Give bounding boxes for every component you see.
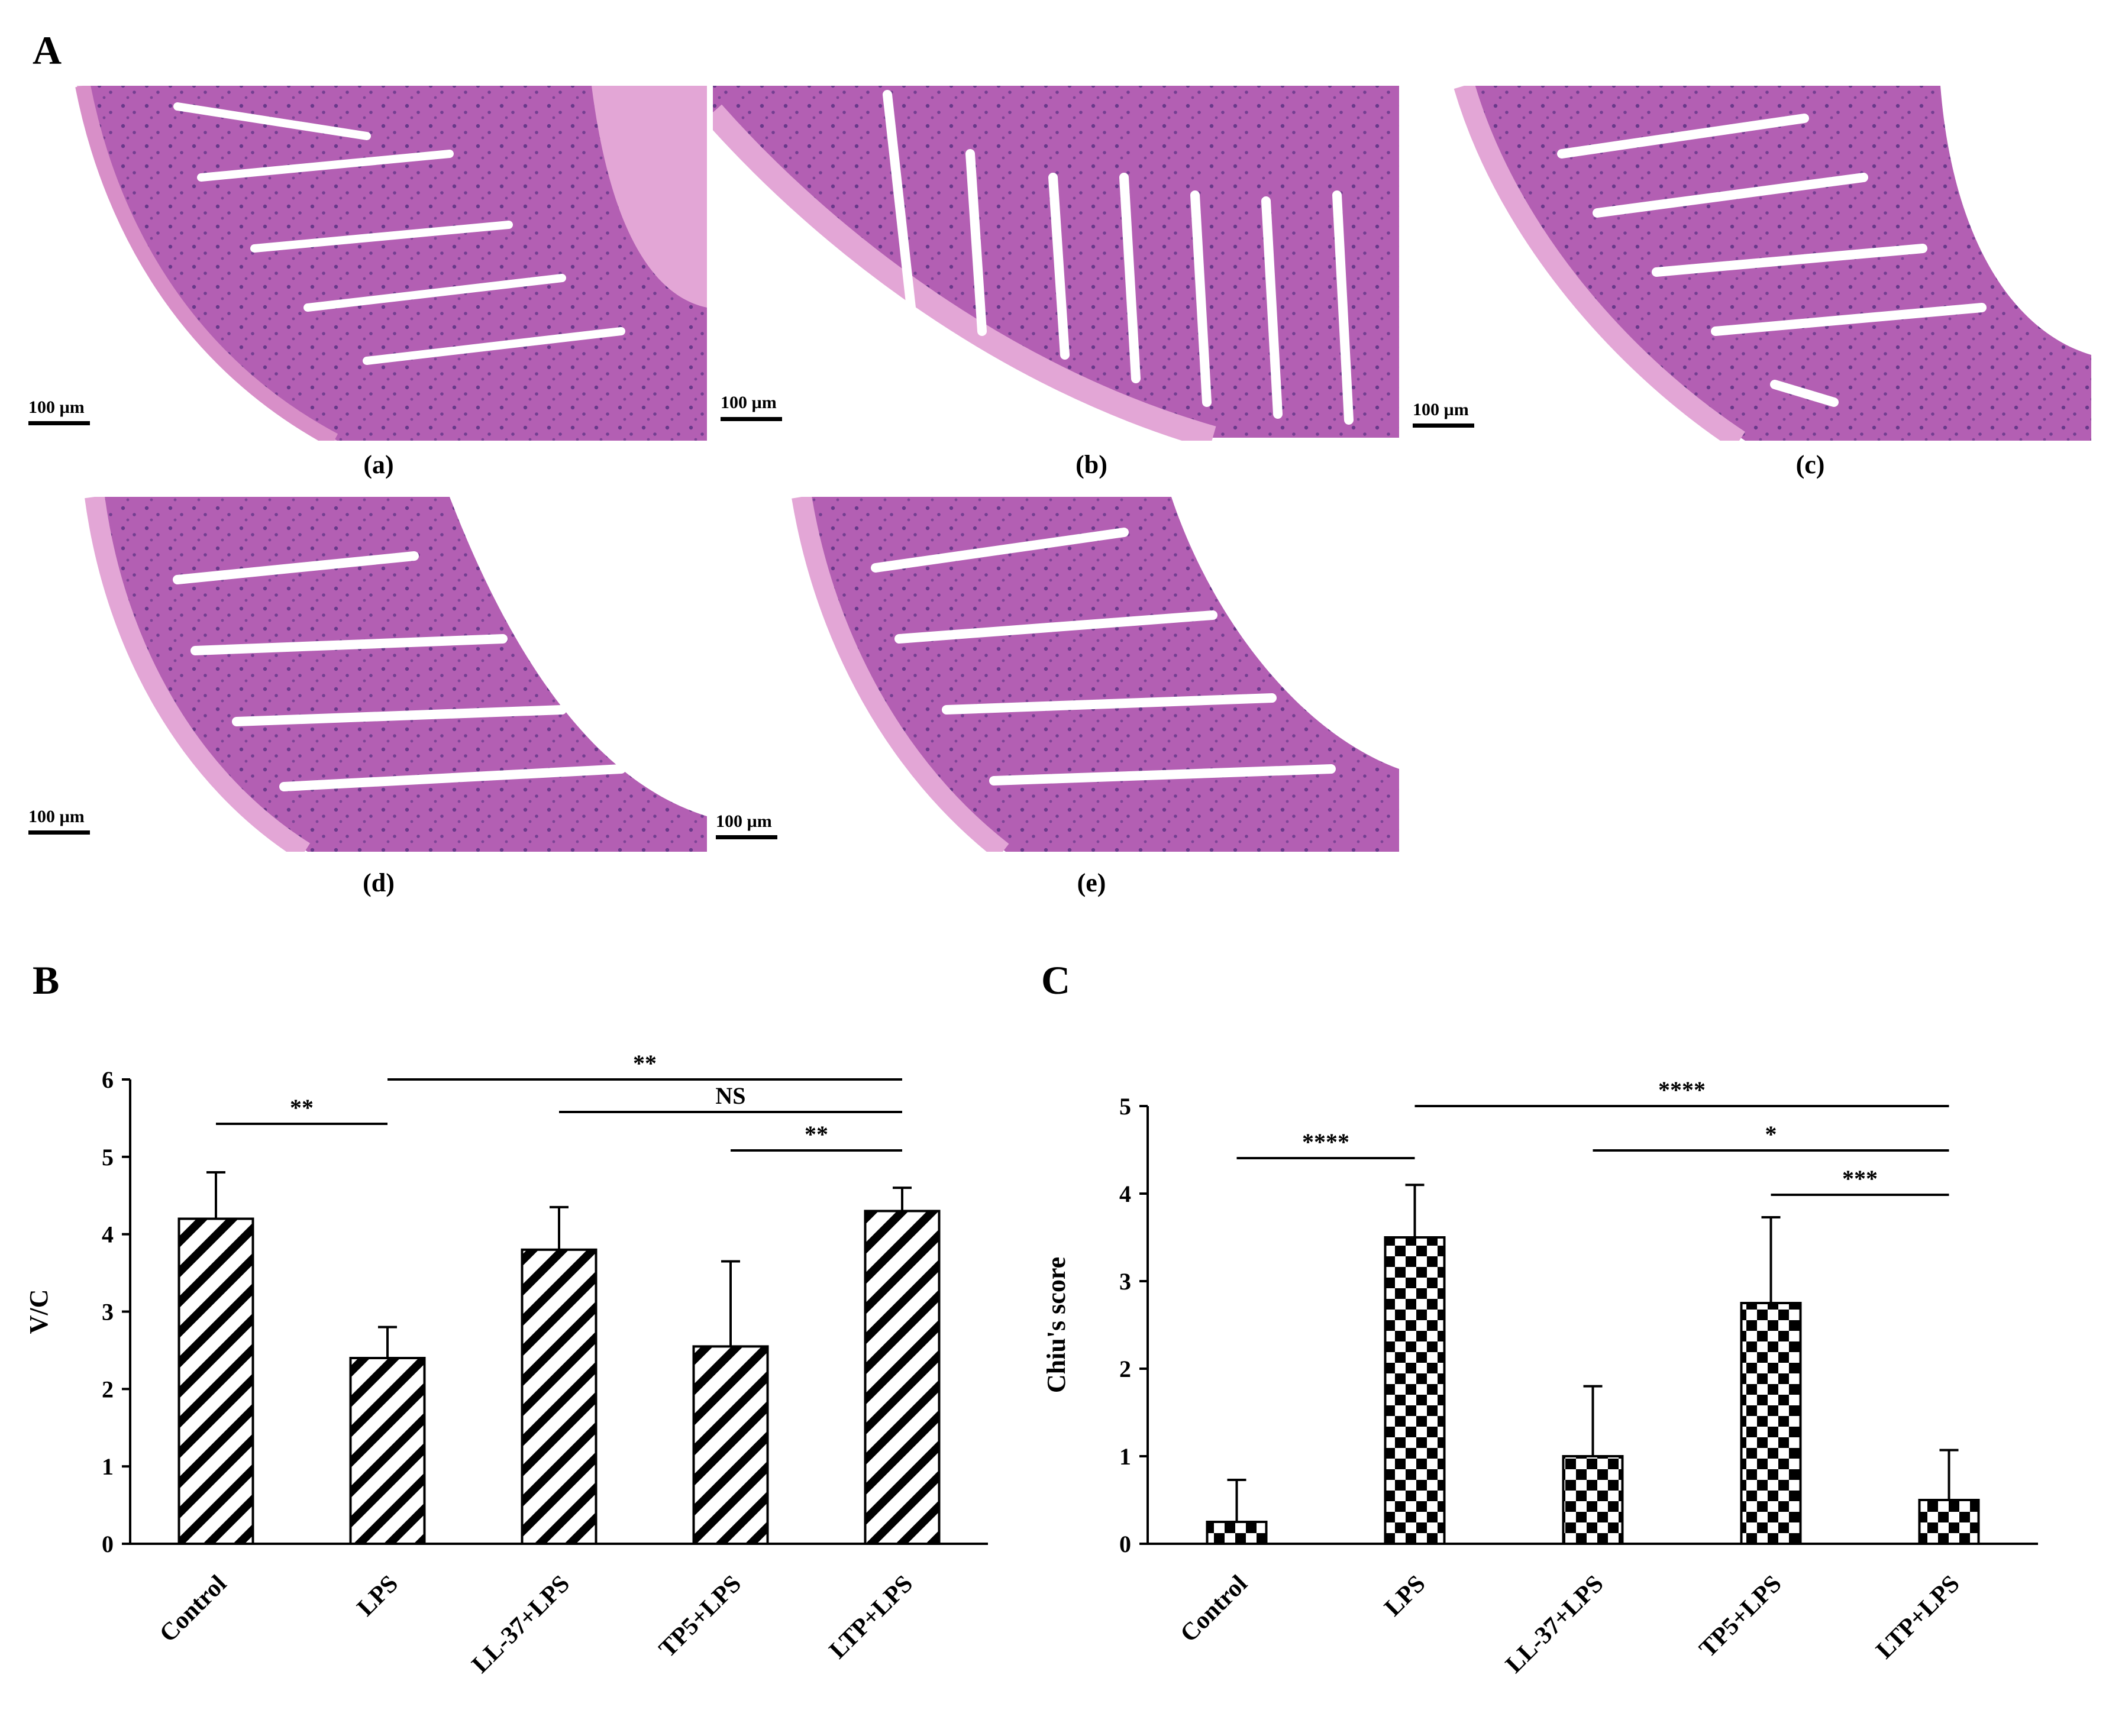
- bar-3: [1740, 1302, 1802, 1545]
- micrograph-c-caption: (c): [1796, 450, 1825, 479]
- bar-1: [349, 1357, 426, 1545]
- y-axis-label: Chiu's score: [1042, 1257, 1071, 1393]
- category-label-2: LL-37+LPS: [1500, 1570, 1609, 1679]
- y-tick-label: 2: [102, 1376, 114, 1402]
- y-axis-label: V/C: [24, 1289, 53, 1334]
- micrograph-b: [713, 86, 1399, 441]
- scale-bar-b: 100 µm: [721, 393, 782, 421]
- significance-label-1: ****: [1658, 1076, 1706, 1103]
- chart-b: 0 1 2 3 4 5 6 V/C Control LPS LL-37+LPS TP5+LPS LTP+…: [24, 1050, 988, 1679]
- y-tick-label: 1: [102, 1453, 114, 1480]
- bar-0: [177, 1217, 254, 1545]
- y-tick-label: 5: [102, 1144, 114, 1171]
- micrograph-a-caption: (a): [363, 450, 393, 479]
- scale-bar-d-label: 100 µm: [28, 807, 85, 826]
- bar-3: [692, 1345, 769, 1545]
- y-tick-label: 2: [1119, 1356, 1131, 1382]
- scale-bar-c-label: 100 µm: [1413, 400, 1469, 419]
- chart-c: 0 1 2 3 4 5 Chiu's score Control LPS LL-37+LPS TP5…: [1042, 1076, 2038, 1679]
- y-tick-label: 3: [102, 1299, 114, 1326]
- bar-1: [1384, 1236, 1446, 1545]
- category-label-1: LPS: [352, 1570, 403, 1622]
- y-tick-label: 0: [102, 1531, 114, 1557]
- category-label-4: LTP+LPS: [824, 1570, 918, 1664]
- scale-bar-c: 100 µm: [1413, 400, 1474, 428]
- significance-label-0: **: [290, 1094, 314, 1121]
- micrograph-d: [85, 497, 707, 852]
- category-label-0: Control: [154, 1570, 232, 1648]
- significance-label-3: **: [805, 1121, 828, 1147]
- y-tick-label: 4: [1119, 1181, 1131, 1207]
- bar-2: [1562, 1455, 1624, 1545]
- category-label-4: LTP+LPS: [1871, 1570, 1965, 1664]
- y-tick-label: 1: [1119, 1443, 1131, 1470]
- scale-bar-b-label: 100 µm: [721, 393, 777, 412]
- bar-4: [864, 1210, 941, 1545]
- significance-label-1: **: [633, 1050, 657, 1076]
- panel-label-b: B: [33, 958, 59, 1003]
- y-tick-label: 5: [1119, 1093, 1131, 1120]
- micrograph-c: [1454, 86, 2091, 441]
- category-label-3: TP5+LPS: [1694, 1570, 1787, 1663]
- micrograph-e: [792, 497, 1399, 852]
- micrograph-d-caption: (d): [363, 868, 395, 897]
- significance-label-2: *: [1765, 1121, 1777, 1147]
- scale-bar-e-label: 100 µm: [716, 812, 772, 831]
- scale-bar-e: 100 µm: [716, 812, 777, 839]
- significance-label-2: NS: [715, 1082, 745, 1109]
- panel-label-c: C: [1041, 958, 1070, 1003]
- significance-label-0: ****: [1302, 1129, 1349, 1155]
- bar-4: [1918, 1499, 1980, 1545]
- bar-2: [521, 1248, 598, 1545]
- micrograph-e-caption: (e): [1077, 868, 1106, 897]
- y-tick-label: 6: [102, 1066, 114, 1093]
- category-label-0: Control: [1175, 1570, 1253, 1648]
- micrograph-a: [75, 86, 707, 441]
- bar-0: [1206, 1521, 1268, 1545]
- y-tick-label: 3: [1119, 1268, 1131, 1295]
- scale-bar-a-label: 100 µm: [28, 397, 85, 417]
- category-label-1: LPS: [1380, 1570, 1431, 1622]
- y-tick-label: 4: [102, 1221, 114, 1248]
- y-tick-label: 0: [1119, 1531, 1131, 1557]
- panel-label-a: A: [33, 28, 62, 73]
- micrograph-b-caption: (b): [1076, 450, 1107, 479]
- significance-label-3: ***: [1842, 1165, 1878, 1192]
- scale-bar-d: 100 µm: [28, 807, 90, 835]
- category-label-2: LL-37+LPS: [467, 1570, 575, 1679]
- scale-bar-a: 100 µm: [28, 397, 90, 425]
- category-label-3: TP5+LPS: [654, 1570, 747, 1663]
